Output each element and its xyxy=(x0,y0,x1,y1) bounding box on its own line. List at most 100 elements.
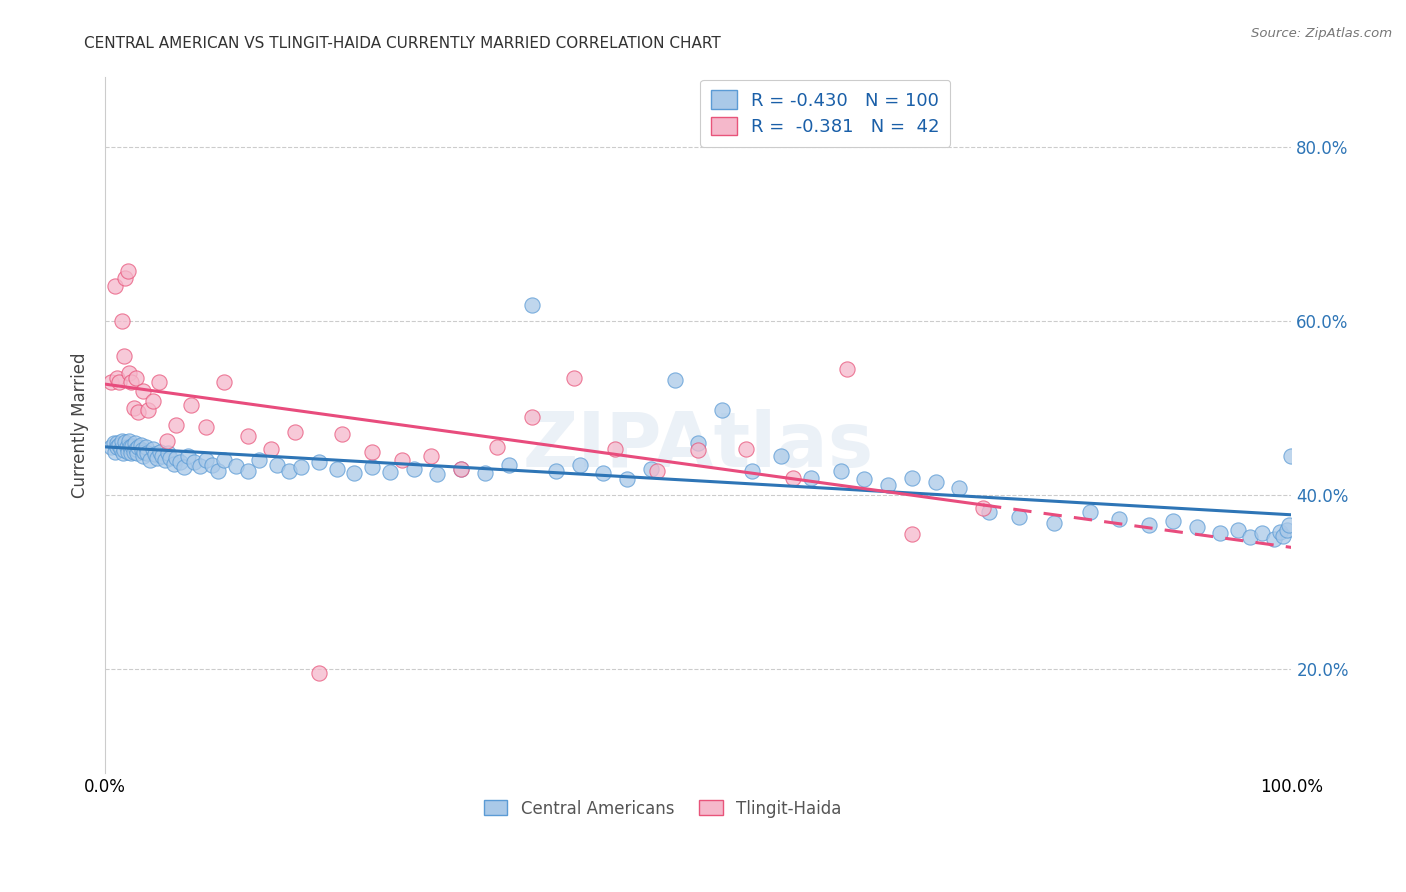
Point xyxy=(522,409,544,424)
Point xyxy=(308,666,330,681)
Point xyxy=(391,453,413,467)
Point xyxy=(212,375,235,389)
Point xyxy=(120,440,142,454)
Point xyxy=(143,447,166,461)
Point xyxy=(105,370,128,384)
Point xyxy=(153,453,176,467)
Point xyxy=(122,401,145,415)
Point xyxy=(212,453,235,467)
Point xyxy=(616,472,638,486)
Point xyxy=(426,467,449,482)
Point xyxy=(173,460,195,475)
Point xyxy=(741,464,763,478)
Point xyxy=(135,446,157,460)
Point xyxy=(260,442,283,456)
Y-axis label: Currently Married: Currently Married xyxy=(72,352,89,499)
Text: CENTRAL AMERICAN VS TLINGIT-HAIDA CURRENTLY MARRIED CORRELATION CHART: CENTRAL AMERICAN VS TLINGIT-HAIDA CURREN… xyxy=(84,36,721,51)
Point xyxy=(924,475,946,489)
Point xyxy=(100,440,122,454)
Point xyxy=(1043,516,1066,530)
Point xyxy=(120,375,142,389)
Point xyxy=(163,457,186,471)
Point xyxy=(142,442,165,456)
Point xyxy=(195,453,218,467)
Point xyxy=(124,435,146,450)
Point xyxy=(450,462,472,476)
Point xyxy=(131,442,153,457)
Point xyxy=(148,375,170,389)
Point xyxy=(972,501,994,516)
Point xyxy=(132,384,155,398)
Point xyxy=(110,442,132,456)
Point xyxy=(498,458,520,472)
Point xyxy=(236,464,259,478)
Point xyxy=(127,440,149,454)
Point xyxy=(1227,523,1250,537)
Point xyxy=(139,453,162,467)
Point xyxy=(149,444,172,458)
Point xyxy=(734,442,756,456)
Point xyxy=(402,462,425,476)
Point xyxy=(112,442,135,457)
Point xyxy=(901,470,924,484)
Point xyxy=(129,437,152,451)
Point xyxy=(688,435,710,450)
Point xyxy=(115,440,138,454)
Point xyxy=(485,440,508,454)
Point xyxy=(901,527,924,541)
Point xyxy=(877,477,900,491)
Point xyxy=(290,460,312,475)
Point xyxy=(711,402,734,417)
Point xyxy=(308,455,330,469)
Point xyxy=(114,270,136,285)
Point xyxy=(343,467,366,481)
Point xyxy=(146,451,169,466)
Point xyxy=(132,449,155,463)
Point xyxy=(236,429,259,443)
Point xyxy=(136,402,159,417)
Point xyxy=(114,434,136,449)
Point xyxy=(207,464,229,478)
Point xyxy=(125,442,148,456)
Point xyxy=(125,370,148,384)
Point xyxy=(165,451,187,466)
Point xyxy=(159,450,181,465)
Point xyxy=(361,444,384,458)
Point xyxy=(522,298,544,312)
Point xyxy=(1185,520,1208,534)
Point xyxy=(1268,524,1291,539)
Legend: Central Americans, Tlingit-Haida: Central Americans, Tlingit-Haida xyxy=(478,793,848,824)
Point xyxy=(544,464,567,478)
Point xyxy=(640,462,662,476)
Point xyxy=(770,449,793,463)
Point xyxy=(1239,530,1261,544)
Point xyxy=(188,459,211,474)
Point xyxy=(420,449,443,463)
Point xyxy=(835,362,858,376)
Point xyxy=(108,375,131,389)
Point xyxy=(605,442,627,456)
Point xyxy=(117,263,139,277)
Point xyxy=(1108,511,1130,525)
Point xyxy=(157,446,180,460)
Text: Source: ZipAtlas.com: Source: ZipAtlas.com xyxy=(1251,27,1392,40)
Point xyxy=(195,420,218,434)
Point xyxy=(112,349,135,363)
Point xyxy=(474,467,496,481)
Point xyxy=(645,464,668,478)
Point xyxy=(853,472,876,486)
Point xyxy=(1078,505,1101,519)
Point xyxy=(1209,526,1232,541)
Point xyxy=(134,444,156,458)
Point xyxy=(135,440,157,454)
Point xyxy=(688,442,710,457)
Point xyxy=(450,462,472,476)
Point xyxy=(948,481,970,495)
Point xyxy=(1263,533,1285,547)
Point xyxy=(177,449,200,463)
Point xyxy=(225,459,247,474)
Point xyxy=(1275,523,1298,537)
Point xyxy=(592,467,614,481)
Point xyxy=(118,434,141,449)
Point xyxy=(977,505,1000,519)
